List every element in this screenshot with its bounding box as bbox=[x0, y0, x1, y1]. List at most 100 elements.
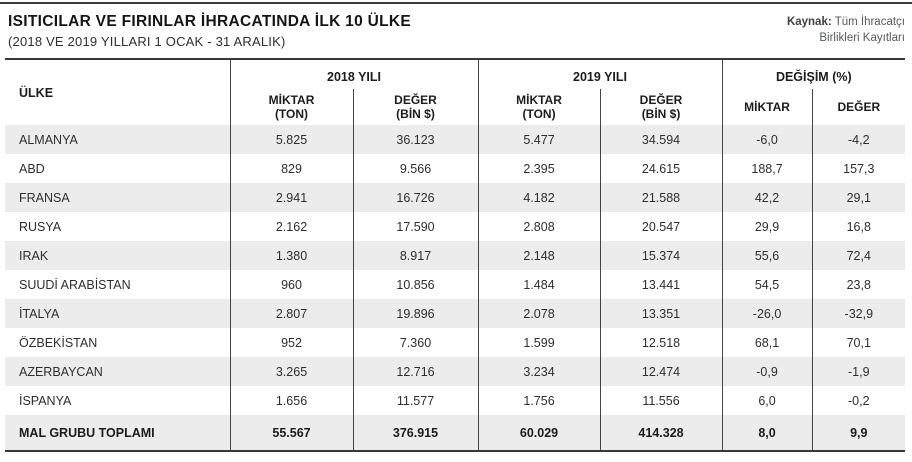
deger-2018-cell: 12.716 bbox=[352, 357, 479, 386]
miktar-2018-cell: 5.825 bbox=[229, 125, 353, 154]
miktar-2018-cell: 3.265 bbox=[229, 357, 353, 386]
deger-2018-cell: 17.590 bbox=[352, 212, 479, 241]
deger-2019-cell: 34.594 bbox=[599, 125, 723, 154]
deger-2019-cell: 20.547 bbox=[599, 212, 723, 241]
sub-header-row: MİKTAR (TON) DEĞER (BİN $) MİKTAR (TON) … bbox=[5, 89, 906, 125]
miktar-2018-cell: 952 bbox=[229, 328, 353, 357]
deger-2019-cell: 13.441 bbox=[599, 270, 723, 299]
degisim-miktar-cell: 6,0 bbox=[721, 386, 813, 415]
deger-2018-cell: 16.726 bbox=[352, 183, 479, 212]
col-header-line: DEĞER bbox=[639, 92, 683, 107]
table-row: RUSYA 2.162 17.590 2.808 20.547 29,9 16,… bbox=[5, 212, 906, 241]
miktar-2019-cell: 1.756 bbox=[477, 386, 601, 415]
col-header-miktar-2019: MİKTAR (TON) bbox=[477, 89, 601, 125]
group-header-row: ÜLKE 2018 YILI 2019 YILI DEĞİŞİM (%) bbox=[5, 59, 906, 100]
source-text-2: Birlikleri Kayıtları bbox=[819, 32, 905, 45]
deger-2018-cell: 9.566 bbox=[352, 154, 479, 183]
deger-2018-cell: 19.896 bbox=[352, 299, 479, 328]
deger-2018-cell: 7.360 bbox=[352, 328, 479, 357]
col-group-2019: 2019 YILI bbox=[477, 59, 723, 89]
miktar-2018-cell: 2.162 bbox=[229, 212, 353, 241]
source-label: Kaynak: bbox=[786, 16, 832, 28]
deger-2019-cell: 12.518 bbox=[599, 328, 723, 357]
degisim-deger-cell: -4,2 bbox=[811, 125, 906, 154]
miktar-2019-cell: 2.078 bbox=[477, 299, 601, 328]
degisim-miktar-cell: 68,1 bbox=[721, 328, 813, 357]
total-degisim-deger: 9,9 bbox=[811, 415, 906, 451]
miktar-2018-cell: 1.380 bbox=[229, 241, 353, 270]
miktar-2019-cell: 2.395 bbox=[477, 154, 601, 183]
degisim-miktar-cell: 29,9 bbox=[721, 212, 813, 241]
degisim-deger-cell: -1,9 bbox=[811, 357, 906, 386]
col-group-degisim: DEĞİŞİM (%) bbox=[721, 59, 906, 89]
source-line-1: Kaynak: Tüm İhracatçı bbox=[787, 14, 905, 30]
degisim-miktar-cell: 54,5 bbox=[721, 270, 813, 299]
degisim-miktar-cell: -6,0 bbox=[721, 125, 813, 154]
col-header-line: MİKTAR bbox=[268, 92, 315, 107]
country-cell: ALMANYA bbox=[19, 132, 78, 147]
table-row: ABD 829 9.566 2.395 24.615 188,7 157,3 bbox=[5, 154, 906, 183]
total-deger-2018: 376.915 bbox=[352, 415, 479, 451]
page-subtitle: (2018 VE 2019 YILLARI 1 OCAK - 31 ARALIK… bbox=[8, 34, 286, 49]
miktar-2018-cell: 829 bbox=[229, 154, 353, 183]
country-cell: AZERBAYCAN bbox=[19, 364, 103, 379]
deger-2018-cell: 10.856 bbox=[352, 270, 479, 299]
col-group-2018: 2018 YILI bbox=[229, 59, 479, 89]
table-header: ÜLKE 2018 YILI 2019 YILI DEĞİŞİM (%) MİK… bbox=[5, 59, 906, 125]
country-cell: FRANSA bbox=[19, 190, 70, 205]
degisim-deger-cell: 70,1 bbox=[811, 328, 906, 357]
country-cell: IRAK bbox=[19, 248, 49, 263]
total-row: MAL GRUBU TOPLAMI 55.567 376.915 60.029 … bbox=[5, 415, 906, 451]
miktar-2019-cell: 2.148 bbox=[477, 241, 601, 270]
col-header-line: (BİN $) bbox=[396, 107, 435, 121]
table-row: ÖZBEKİSTAN 952 7.360 1.599 12.518 68,1 7… bbox=[5, 328, 906, 357]
deger-2018-cell: 8.917 bbox=[352, 241, 479, 270]
source-note: Kaynak: Tüm İhracatçı Birlikleri Kayıtla… bbox=[787, 13, 905, 46]
degisim-miktar-cell: -0,9 bbox=[721, 357, 813, 386]
deger-2018-cell: 11.577 bbox=[352, 386, 479, 415]
degisim-deger-cell: 72,4 bbox=[811, 241, 906, 270]
title-block: ISITICILAR VE FIRINLAR İHRACATINDA İLK 1… bbox=[8, 13, 411, 49]
miktar-2019-cell: 5.477 bbox=[477, 125, 601, 154]
col-header-line: (TON) bbox=[274, 107, 309, 121]
country-cell: İTALYA bbox=[19, 306, 60, 321]
degisim-miktar-cell: 55,6 bbox=[721, 241, 813, 270]
col-header-line: DEĞER bbox=[394, 92, 437, 107]
table-row: IRAK 1.380 8.917 2.148 15.374 55,6 72,4 bbox=[5, 241, 906, 270]
page-title: ISITICILAR VE FIRINLAR İHRACATINDA İLK 1… bbox=[8, 13, 412, 30]
col-header-miktar-2018: MİKTAR (TON) bbox=[229, 89, 353, 125]
miktar-2018-cell: 2.941 bbox=[229, 183, 353, 212]
total-label: MAL GRUBU TOPLAMI bbox=[19, 425, 155, 440]
table-row: AZERBAYCAN 3.265 12.716 3.234 12.474 -0,… bbox=[5, 357, 906, 386]
country-cell: ÖZBEKİSTAN bbox=[19, 335, 98, 350]
table-row: SUUDİ ARABİSTAN 960 10.856 1.484 13.441 … bbox=[5, 270, 906, 299]
col-header-degisim-miktar: MİKTAR bbox=[721, 89, 813, 125]
col-header-deger-2019: DEĞER (BİN $) bbox=[599, 89, 723, 125]
table-body: ALMANYA 5.825 36.123 5.477 34.594 -6,0 -… bbox=[5, 125, 906, 451]
degisim-deger-cell: 16,8 bbox=[811, 212, 906, 241]
table-row: İTALYA 2.807 19.896 2.078 13.351 -26,0 -… bbox=[5, 299, 906, 328]
degisim-miktar-cell: 188,7 bbox=[721, 154, 813, 183]
source-text-1: Tüm İhracatçı bbox=[834, 16, 905, 28]
top-rule bbox=[0, 2, 912, 4]
total-miktar-2019: 60.029 bbox=[477, 415, 601, 451]
degisim-deger-cell: -32,9 bbox=[811, 299, 906, 328]
deger-2019-cell: 21.588 bbox=[599, 183, 723, 212]
col-header-deger-2018: DEĞER (BİN $) bbox=[352, 89, 479, 125]
country-cell: ABD bbox=[19, 161, 45, 176]
total-degisim-miktar: 8,0 bbox=[721, 415, 813, 451]
degisim-miktar-cell: -26,0 bbox=[721, 299, 813, 328]
col-header-line: (BİN $) bbox=[641, 107, 681, 121]
deger-2019-cell: 24.615 bbox=[599, 154, 723, 183]
deger-2019-cell: 11.556 bbox=[599, 386, 723, 415]
table-row: İSPANYA 1.656 11.577 1.756 11.556 6,0 -0… bbox=[5, 386, 906, 415]
table-row: ALMANYA 5.825 36.123 5.477 34.594 -6,0 -… bbox=[5, 125, 906, 154]
degisim-miktar-cell: 42,2 bbox=[721, 183, 813, 212]
miktar-2018-cell: 960 bbox=[229, 270, 353, 299]
miktar-2018-cell: 1.656 bbox=[229, 386, 353, 415]
export-table: ÜLKE 2018 YILI 2019 YILI DEĞİŞİM (%) MİK… bbox=[5, 58, 906, 452]
page-header: ISITICILAR VE FIRINLAR İHRACATINDA İLK 1… bbox=[0, 4, 912, 49]
miktar-2019-cell: 1.484 bbox=[477, 270, 601, 299]
miktar-2019-cell: 1.599 bbox=[477, 328, 601, 357]
miktar-2019-cell: 2.808 bbox=[477, 212, 601, 241]
